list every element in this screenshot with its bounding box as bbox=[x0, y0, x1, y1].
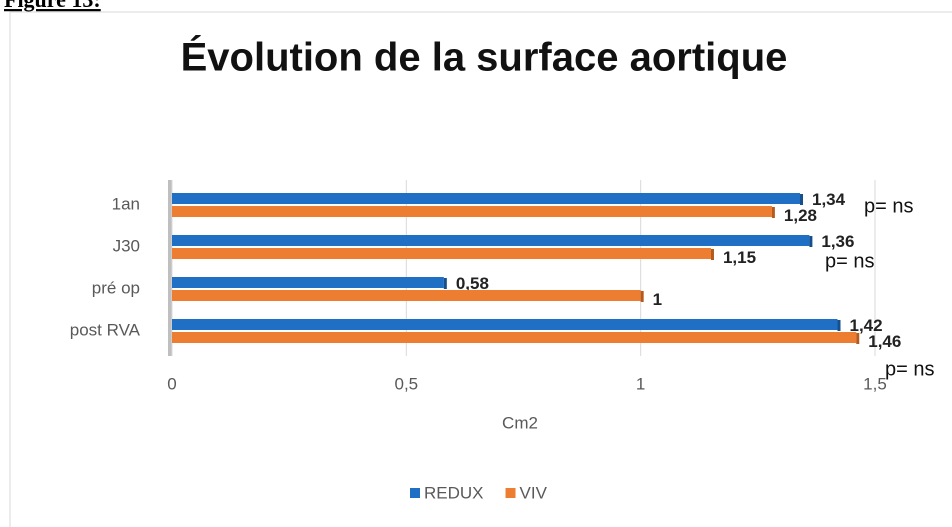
value-label: 1,36 bbox=[821, 232, 854, 251]
chart-title: Évolution de la surface aortique bbox=[181, 35, 788, 80]
legend-label: REDUX bbox=[424, 483, 484, 502]
x-tick-label: 0 bbox=[167, 374, 176, 393]
value-label: 1,15 bbox=[723, 248, 756, 267]
figure-caption: Figure 13: bbox=[4, 0, 101, 12]
y-tick-label: pré op bbox=[92, 278, 140, 297]
bar bbox=[172, 332, 857, 343]
y-tick-label: post RVA bbox=[70, 320, 141, 339]
bar bbox=[172, 277, 444, 288]
annotation: p= ns bbox=[825, 250, 874, 272]
bar bbox=[172, 319, 838, 330]
bar-shadow bbox=[443, 278, 447, 289]
bar bbox=[172, 290, 641, 301]
annotation: p= ns bbox=[864, 195, 913, 217]
legend-swatch bbox=[410, 488, 420, 498]
bar-shadow bbox=[771, 207, 775, 218]
x-axis-title: Cm2 bbox=[502, 413, 538, 432]
value-label: 1,28 bbox=[784, 206, 817, 225]
y-tick-label: J30 bbox=[113, 236, 140, 255]
x-tick-label: 0,5 bbox=[395, 374, 419, 393]
value-label: 0,58 bbox=[456, 274, 489, 293]
bar bbox=[172, 235, 810, 246]
legend-swatch bbox=[505, 488, 516, 498]
y-tick-label: 1an bbox=[112, 194, 140, 213]
bar-shadow bbox=[837, 320, 841, 331]
x-tick-label: 1 bbox=[636, 374, 645, 393]
bar-shadow bbox=[710, 249, 714, 260]
value-label: 1 bbox=[653, 290, 662, 309]
bar-shadow bbox=[809, 236, 813, 247]
bar-shadow bbox=[640, 291, 644, 302]
bar-shadow bbox=[800, 194, 804, 205]
chart-frame bbox=[9, 11, 952, 527]
bar-shadow bbox=[856, 333, 860, 344]
x-tick-label: 1,5 bbox=[863, 374, 887, 393]
value-label: 1,34 bbox=[812, 190, 846, 209]
bar bbox=[172, 248, 711, 259]
bar bbox=[172, 206, 772, 217]
legend-label: VIV bbox=[520, 483, 548, 502]
bar bbox=[172, 193, 801, 204]
value-label: 1,46 bbox=[868, 332, 901, 351]
value-label: 1,42 bbox=[850, 316, 883, 335]
axis-wall bbox=[168, 180, 172, 356]
annotation: p= ns bbox=[885, 358, 934, 380]
